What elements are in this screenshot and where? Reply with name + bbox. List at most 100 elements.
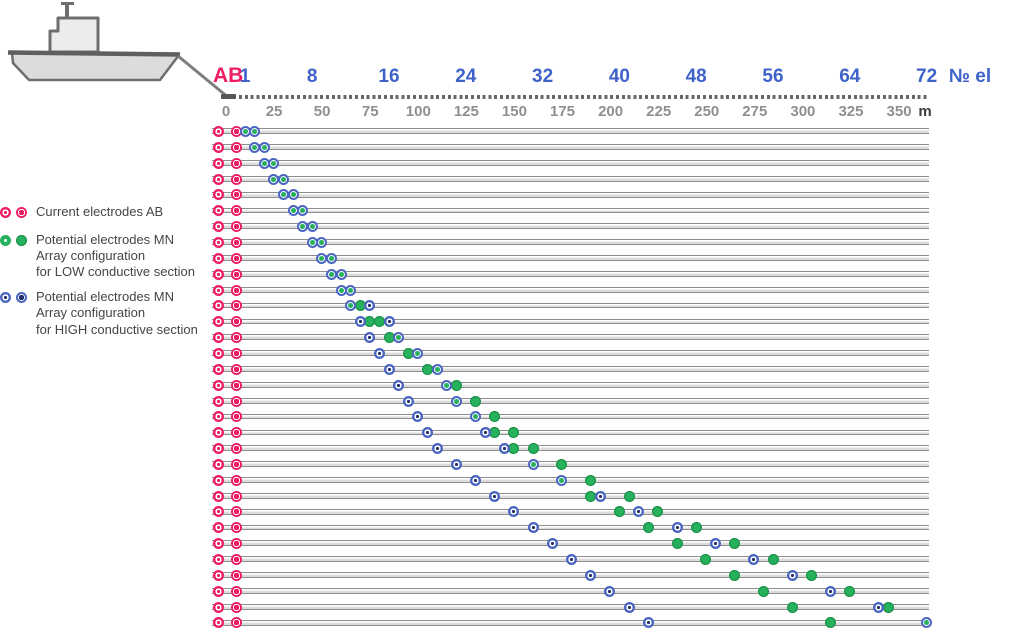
ab-electrode-marker	[231, 569, 242, 581]
mn-green-marker	[489, 427, 501, 439]
mn-overlap-marker	[277, 189, 289, 201]
survey-row-line	[212, 270, 929, 277]
distance-tick-label: 275	[742, 103, 768, 120]
ab-electrode-marker	[231, 554, 242, 566]
mn-overlap-marker	[258, 157, 270, 169]
electrode-axis-label: № el	[948, 66, 992, 87]
ab-electrode-marker	[213, 601, 224, 613]
mn-overlap-marker	[431, 363, 443, 375]
survey-row-line	[212, 350, 929, 357]
mn-blue-marker	[825, 585, 837, 597]
ab-electrode-marker	[231, 538, 242, 550]
ab-electrode-marker	[213, 316, 224, 328]
distance-tick-label: 25	[265, 103, 283, 120]
ab-electrode-marker	[213, 490, 224, 502]
mn-green-marker	[489, 411, 501, 423]
mn-green-marker	[383, 332, 395, 344]
mn-overlap-marker	[297, 221, 309, 233]
survey-row-line	[212, 191, 929, 198]
mn-green-marker	[585, 490, 597, 502]
survey-row-line	[212, 318, 929, 325]
mn-green-marker	[585, 474, 597, 486]
mn-blue-marker	[431, 443, 443, 455]
distance-tick-label: 200	[598, 103, 624, 120]
mn-blue-marker	[383, 363, 395, 375]
mn-green-marker	[652, 506, 664, 518]
mn-overlap-marker	[297, 205, 309, 217]
ab-electrode-marker	[213, 252, 224, 264]
mn-green-marker	[508, 427, 520, 439]
boat-deck-line	[7, 50, 181, 57]
mn-green-marker	[825, 617, 837, 629]
ab-electrode-marker	[231, 173, 242, 185]
ab-electrode-marker	[231, 252, 242, 264]
ab-electrode-marker	[213, 427, 224, 439]
ab-electrode-marker	[231, 268, 242, 280]
ab-electrode-marker	[231, 617, 242, 629]
ab-electrode-marker	[213, 617, 224, 629]
mn-green-marker	[623, 490, 635, 502]
ab-electrode-marker	[213, 189, 224, 201]
electrode-number-label: 8	[306, 66, 318, 87]
mn-blue-marker	[402, 395, 414, 407]
survey-row-line	[212, 413, 929, 420]
survey-row-line	[212, 508, 929, 515]
boat-cabin	[48, 16, 100, 54]
survey-row-line	[212, 461, 929, 467]
survey-row-line	[212, 540, 929, 547]
mn-blue-marker	[469, 474, 481, 486]
mn-blue-marker	[786, 569, 798, 581]
boat-icon	[7, 2, 230, 100]
ab-electrode-marker	[213, 157, 224, 169]
mn-green-marker	[402, 347, 414, 359]
ab-electrode-marker	[231, 506, 242, 518]
survey-row-line	[212, 429, 929, 436]
survey-row-line	[212, 619, 929, 626]
survey-row-line	[212, 207, 929, 214]
legend-marker-blue	[0, 292, 11, 303]
mn-green-marker	[527, 443, 539, 455]
mn-blue-marker	[364, 332, 376, 344]
mn-blue-marker	[546, 538, 558, 550]
survey-row-line	[212, 477, 929, 483]
ab-electrode-marker	[231, 585, 242, 597]
mn-overlap-marker	[556, 474, 568, 486]
legend-text-line: Potential electrodes MN	[36, 231, 175, 247]
ab-electrode-marker	[213, 173, 224, 185]
mn-overlap-marker	[306, 236, 318, 248]
survey-row-line	[212, 286, 929, 293]
mn-green-marker	[729, 569, 741, 581]
ab-electrode-marker	[231, 126, 242, 137]
mn-overlap-marker	[345, 300, 357, 312]
ab-electrode-marker	[231, 316, 242, 328]
distance-unit-label: m	[918, 103, 932, 120]
mn-green-marker	[354, 300, 366, 312]
ab-electrode-marker	[213, 395, 224, 407]
electrode-number-label: 32	[532, 66, 554, 87]
ab-electrode-marker	[231, 490, 242, 502]
mn-green-marker	[421, 363, 433, 375]
mn-green-marker	[642, 522, 654, 534]
electrode-number-label: 72	[916, 66, 938, 87]
boat-hull	[10, 51, 181, 82]
survey-row-line	[212, 334, 929, 341]
ab-electrode-marker	[213, 569, 224, 581]
mn-blue-marker	[450, 458, 462, 470]
mn-blue-marker	[748, 554, 760, 566]
legend-text-line: Potential electrodes MN	[36, 289, 175, 304]
mn-overlap-marker	[335, 268, 347, 280]
survey-row-line	[212, 223, 929, 230]
mn-overlap-marker	[921, 617, 933, 629]
ab-electrode-marker	[213, 126, 224, 137]
ab-electrode-marker	[213, 506, 224, 518]
ab-electrode-marker	[231, 458, 242, 470]
mn-green-marker	[844, 585, 856, 597]
distance-tick-label: 150	[501, 103, 527, 120]
ab-electrode-marker	[231, 411, 242, 423]
ab-electrode-marker	[213, 347, 224, 359]
mn-overlap-marker	[335, 284, 347, 296]
mn-blue-marker	[565, 554, 577, 566]
legend-text-line: Array configuration	[36, 305, 146, 321]
distance-tick-label: 325	[838, 103, 864, 120]
